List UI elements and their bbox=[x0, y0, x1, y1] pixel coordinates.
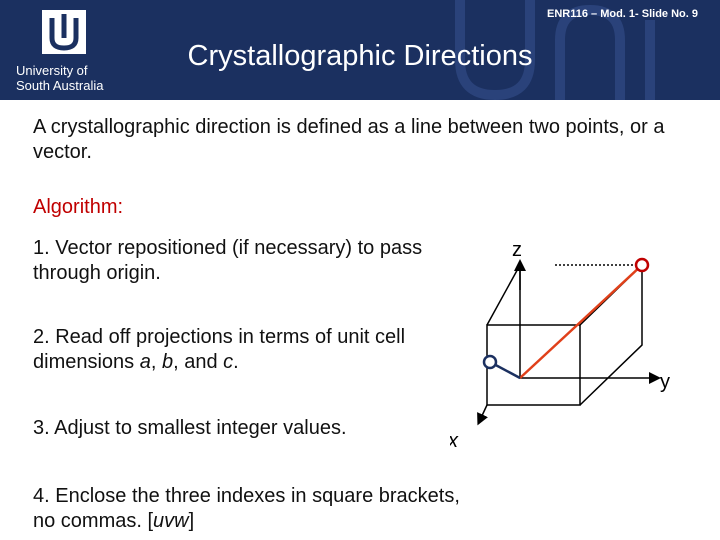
logo-emblem bbox=[42, 10, 86, 54]
step-text: b bbox=[161, 351, 174, 373]
step-text: , and bbox=[173, 351, 224, 373]
step-text: a bbox=[139, 351, 151, 373]
slide-title: Crystallographic Directions bbox=[187, 40, 533, 72]
logo-text: University of bbox=[16, 63, 88, 78]
axis-label: x bbox=[450, 430, 459, 452]
step-text: 4. Enclose the three indexes in square b… bbox=[33, 485, 460, 532]
watermark bbox=[455, 0, 655, 100]
cube-diagram: z y x bbox=[450, 239, 670, 452]
step-text: uvw bbox=[153, 510, 189, 532]
step-text: . bbox=[233, 351, 239, 373]
header-bar: University of South Australia ENR116 – M… bbox=[0, 0, 720, 100]
intro: A crystallographic direction is defined … bbox=[33, 116, 665, 163]
step: 1. Vector repositioned (if necessary) to… bbox=[33, 236, 453, 286]
step-text: 2. Read off projections in terms of unit… bbox=[33, 326, 406, 373]
step-text: 1. Vector repositioned (if necessary) to… bbox=[33, 237, 423, 284]
step-text: 3. Adjust to smallest integer values. bbox=[33, 417, 347, 439]
axis-label: y bbox=[660, 371, 670, 393]
step-text: ] bbox=[188, 510, 195, 532]
step-text: c bbox=[223, 351, 234, 373]
logo-text: South Australia bbox=[16, 78, 104, 93]
slide-ref: ENR116 – Mod. 1- Slide No. 9 bbox=[547, 8, 698, 20]
step: 3. Adjust to smallest integer values. bbox=[33, 416, 453, 441]
step: 2. Read off projections in terms of unit… bbox=[33, 325, 453, 375]
axis-label: z bbox=[512, 239, 522, 261]
step: 4. Enclose the three indexes in square b… bbox=[33, 484, 463, 534]
step-text: , bbox=[150, 351, 162, 373]
algorithm-label: Algorithm: bbox=[33, 196, 124, 218]
logo: University of South Australia bbox=[0, 0, 140, 100]
